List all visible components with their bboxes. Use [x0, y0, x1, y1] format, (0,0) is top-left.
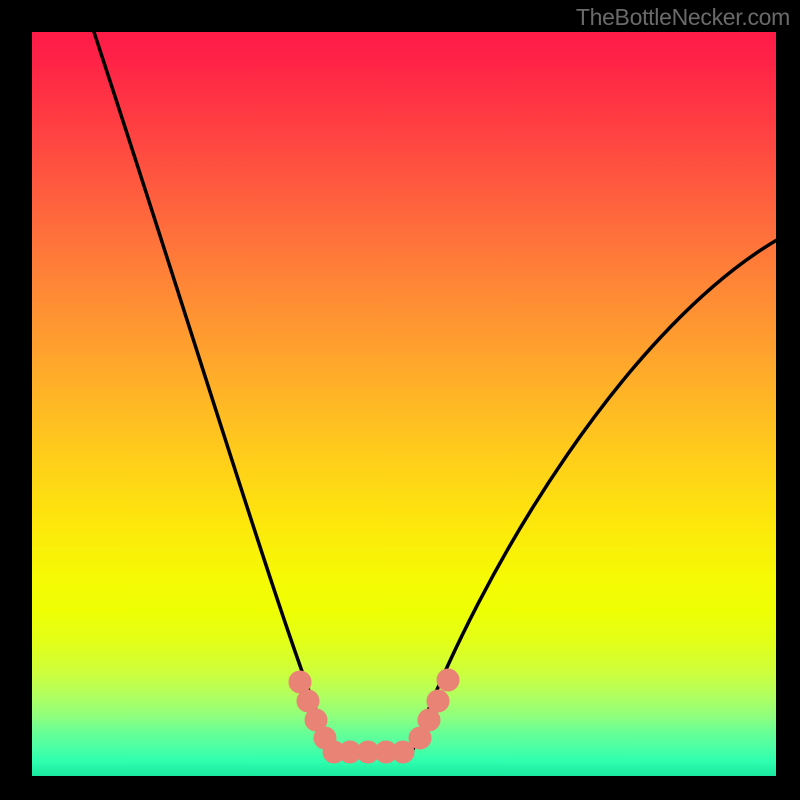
- curve-layer: [32, 32, 776, 776]
- marker-group: [289, 669, 459, 763]
- marker-right-3: [437, 669, 459, 691]
- chart-outer: TheBottleNecker.com: [0, 0, 800, 800]
- bottleneck-curve: [94, 32, 776, 752]
- watermark-label: TheBottleNecker.com: [576, 4, 790, 31]
- plot-area: [32, 32, 776, 776]
- marker-right-2: [427, 690, 449, 712]
